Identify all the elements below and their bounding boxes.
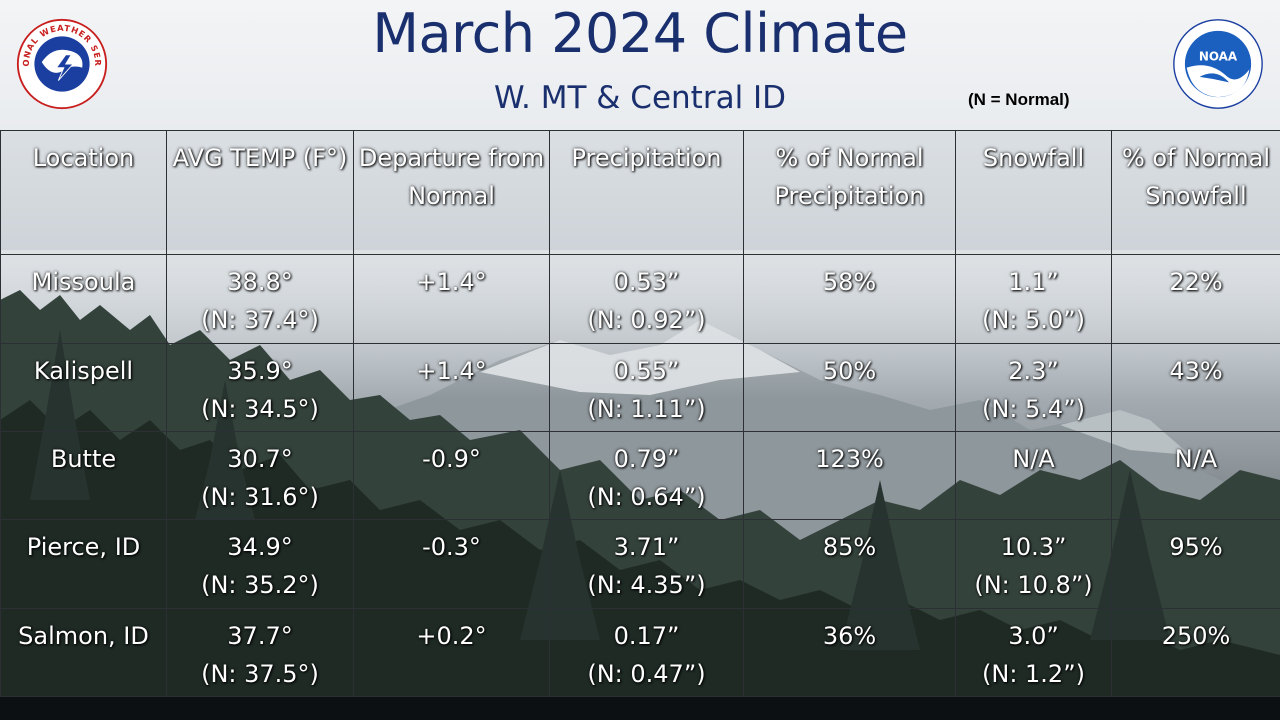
column-header-pct-normal-snow: % of Normal Snowfall xyxy=(1111,129,1280,256)
precip-value: 3.71” xyxy=(613,533,680,562)
cell-snowfall: 3.0” (N: 1.2”) xyxy=(955,607,1112,698)
column-header-departure: Departure from Normal xyxy=(353,129,550,256)
cell-precipitation: 3.71” (N: 4.35”) xyxy=(549,519,744,609)
cell-location: Missoula xyxy=(0,254,167,344)
snow-normal: (N: 10.8”) xyxy=(974,571,1093,600)
precip-normal: (N: 0.47”) xyxy=(587,659,706,688)
climate-table: Location AVG TEMP (F°) Departure from No… xyxy=(0,129,1280,698)
precip-value: 0.79” xyxy=(613,445,680,474)
precip-normal: (N: 1.11”) xyxy=(587,394,706,423)
cell-avg-temp: 30.7° (N: 31.6°) xyxy=(166,431,354,521)
avg-temp-normal: (N: 37.5°) xyxy=(201,659,319,688)
snow-normal: (N: 5.0”) xyxy=(982,306,1085,335)
column-header-snowfall: Snowfall xyxy=(955,129,1112,256)
cell-departure: -0.3° xyxy=(353,519,550,609)
cell-avg-temp: 35.9° (N: 34.5°) xyxy=(166,342,354,433)
table-row: Kalispell 35.9° (N: 34.5°) +1.4° 0.55” (… xyxy=(0,342,1280,433)
nws-logo-icon: NATIONAL WEATHER SERVICE xyxy=(16,18,108,110)
cell-pct-snow: 250% xyxy=(1111,607,1280,698)
cell-precipitation: 0.79” (N: 0.64”) xyxy=(549,431,744,521)
cell-precipitation: 0.53” (N: 0.92”) xyxy=(549,254,744,344)
page-subtitle: W. MT & Central ID xyxy=(493,80,787,116)
cell-pct-precip: 58% xyxy=(743,254,956,344)
avg-temp-value: 35.9° xyxy=(227,356,293,385)
page-title: March 2024 Climate xyxy=(372,2,908,65)
cell-pct-snow: 22% xyxy=(1111,254,1280,344)
cell-pct-precip: 85% xyxy=(743,519,956,609)
cell-pct-precip: 50% xyxy=(743,342,956,433)
cell-precipitation: 0.55” (N: 1.11”) xyxy=(549,342,744,433)
avg-temp-value: 30.7° xyxy=(227,445,293,474)
table-header-row: Location AVG TEMP (F°) Departure from No… xyxy=(0,129,1280,256)
snow-normal: (N: 5.4”) xyxy=(982,394,1085,423)
normal-legend-note: (N = Normal) xyxy=(968,90,1070,109)
avg-temp-value: 37.7° xyxy=(227,621,293,650)
table-row: Pierce, ID 34.9° (N: 35.2°) -0.3° 3.71” … xyxy=(0,519,1280,609)
precip-value: 0.53” xyxy=(613,268,680,297)
precip-normal: (N: 0.92”) xyxy=(587,306,706,335)
table-row: Butte 30.7° (N: 31.6°) -0.9° 0.79” (N: 0… xyxy=(0,431,1280,521)
snow-value: 1.1” xyxy=(1008,268,1059,297)
precip-normal: (N: 4.35”) xyxy=(587,571,706,600)
cell-snowfall: 2.3” (N: 5.4”) xyxy=(955,342,1112,433)
bottom-bar xyxy=(0,697,1280,720)
cell-pct-snow: N/A xyxy=(1111,431,1280,521)
snow-value: N/A xyxy=(1012,445,1055,474)
slide-header: March 2024 Climate W. MT & Central ID (N… xyxy=(0,0,1280,130)
cell-snowfall: N/A xyxy=(955,431,1112,521)
snow-value: 10.3” xyxy=(1000,533,1067,562)
avg-temp-value: 34.9° xyxy=(227,533,293,562)
avg-temp-normal: (N: 31.6°) xyxy=(201,483,319,512)
precip-value: 0.55” xyxy=(613,356,680,385)
cell-pct-snow: 43% xyxy=(1111,342,1280,433)
cell-departure: -0.9° xyxy=(353,431,550,521)
snow-normal: (N: 1.2”) xyxy=(982,659,1085,688)
cell-departure: +1.4° xyxy=(353,342,550,433)
cell-location: Pierce, ID xyxy=(0,519,167,609)
cell-location: Salmon, ID xyxy=(0,607,167,698)
cell-snowfall: 1.1” (N: 5.0”) xyxy=(955,254,1112,344)
table-row: Salmon, ID 37.7° (N: 37.5°) +0.2° 0.17” … xyxy=(0,607,1280,698)
snow-value: 2.3” xyxy=(1008,356,1059,385)
cell-location: Kalispell xyxy=(0,342,167,433)
precip-value: 0.17” xyxy=(613,621,680,650)
noaa-logo-icon: NOAA xyxy=(1173,19,1263,109)
cell-avg-temp: 38.8° (N: 37.4°) xyxy=(166,254,354,344)
column-header-precipitation: Precipitation xyxy=(549,129,744,256)
snow-value: 3.0” xyxy=(1008,621,1059,650)
cell-avg-temp: 37.7° (N: 37.5°) xyxy=(166,607,354,698)
cell-precipitation: 0.17” (N: 0.47”) xyxy=(549,607,744,698)
cell-pct-precip: 36% xyxy=(743,607,956,698)
cell-location: Butte xyxy=(0,431,167,521)
column-header-location: Location xyxy=(0,129,167,256)
cell-avg-temp: 34.9° (N: 35.2°) xyxy=(166,519,354,609)
avg-temp-value: 38.8° xyxy=(227,268,293,297)
column-header-avg-temp: AVG TEMP (F°) xyxy=(166,129,354,256)
table-row: Missoula 38.8° (N: 37.4°) +1.4° 0.53” (N… xyxy=(0,254,1280,344)
cell-pct-snow: 95% xyxy=(1111,519,1280,609)
precip-normal: (N: 0.64”) xyxy=(587,483,706,512)
avg-temp-normal: (N: 35.2°) xyxy=(201,571,319,600)
avg-temp-normal: (N: 34.5°) xyxy=(201,394,319,423)
cell-snowfall: 10.3” (N: 10.8”) xyxy=(955,519,1112,609)
cell-pct-precip: 123% xyxy=(743,431,956,521)
column-header-pct-normal-precip: % of Normal Precipitation xyxy=(743,129,956,256)
avg-temp-normal: (N: 37.4°) xyxy=(201,306,319,335)
cell-departure: +1.4° xyxy=(353,254,550,344)
cell-departure: +0.2° xyxy=(353,607,550,698)
svg-text:NOAA: NOAA xyxy=(1199,49,1238,63)
